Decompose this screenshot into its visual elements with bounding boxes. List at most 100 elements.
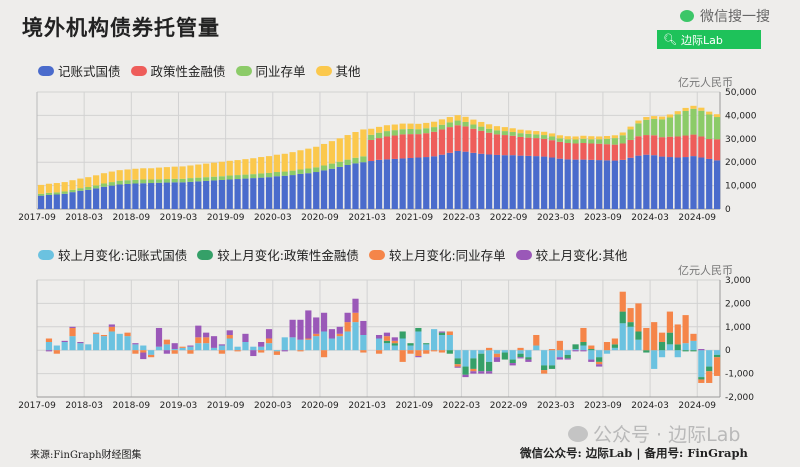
- bar-segment: [509, 363, 516, 366]
- bar-segment: [313, 146, 320, 168]
- legend-item[interactable]: 其他: [315, 61, 361, 80]
- bar-segment: [258, 173, 265, 178]
- bar-segment: [305, 338, 312, 340]
- bar-segment: [391, 130, 398, 136]
- bar-segment: [431, 121, 438, 128]
- bar-segment: [556, 158, 563, 209]
- bar-segment: [635, 136, 642, 156]
- bar-segment: [391, 158, 398, 209]
- legend-item[interactable]: 记账式国债: [38, 61, 121, 80]
- bar-segment: [375, 138, 383, 160]
- bar-segment: [344, 135, 351, 160]
- search-icon: 🔍︎: [663, 33, 677, 46]
- x-tick-label: 2020-09: [301, 401, 339, 411]
- bar-segment: [85, 177, 92, 188]
- bar-segment: [226, 338, 233, 351]
- bar-segment: [493, 134, 501, 155]
- bar-segment: [533, 156, 540, 209]
- bar-segment: [541, 135, 548, 139]
- bar-segment: [163, 167, 170, 180]
- x-tick-label: 2024-09: [678, 213, 716, 223]
- bar-segment: [603, 350, 611, 354]
- legend-item[interactable]: 较上月变化:同业存单: [368, 245, 506, 264]
- bar-segment: [289, 337, 296, 351]
- bar-segment: [651, 155, 658, 209]
- bar-segment: [438, 331, 446, 333]
- bar-segment: [391, 337, 398, 341]
- bar-segment: [690, 134, 697, 157]
- bar-segment: [525, 155, 532, 209]
- bar-segment: [533, 134, 540, 139]
- bar-segment: [132, 344, 139, 351]
- bar-segment: [698, 377, 705, 380]
- bar-segment: [627, 139, 634, 158]
- bar-segment: [108, 326, 115, 332]
- x-tick-label: 2024-03: [631, 213, 669, 223]
- bar-segment: [399, 350, 406, 362]
- bar-segment: [651, 116, 658, 119]
- bar-segment: [273, 350, 280, 352]
- bar-segment: [438, 332, 446, 335]
- y-tick-label: 30,000: [725, 135, 757, 145]
- bar-segment: [281, 337, 288, 351]
- bar-segment: [713, 160, 721, 209]
- x-tick-label: 2018-09: [113, 401, 151, 411]
- bar-segment: [572, 350, 579, 352]
- bar-segment: [171, 182, 178, 209]
- bar-segment: [698, 136, 705, 158]
- bar-segment: [53, 345, 60, 351]
- bar-segment: [674, 111, 681, 115]
- bar-segment: [187, 178, 194, 182]
- bar-segment: [116, 333, 123, 351]
- bar-segment: [541, 138, 548, 157]
- bar-segment: [486, 361, 493, 372]
- bar-segment: [682, 315, 689, 344]
- bar-segment: [666, 344, 673, 351]
- bar-segment: [313, 167, 320, 173]
- bar-segment: [541, 350, 548, 366]
- bar-segment: [108, 185, 115, 209]
- bar-segment: [226, 179, 233, 209]
- bar-segment: [462, 116, 469, 122]
- legend-item[interactable]: 同业存单: [235, 61, 306, 80]
- bar-segment: [140, 352, 147, 360]
- bar-segment: [305, 339, 312, 351]
- bar-segment: [234, 175, 241, 180]
- bar-segment: [391, 343, 398, 346]
- bar-segment: [713, 117, 721, 140]
- bar-segment: [486, 128, 493, 133]
- bar-segment: [108, 324, 115, 327]
- bar-segment: [674, 136, 681, 158]
- bar-segment: [603, 135, 611, 139]
- x-tick-label: 2017-09: [18, 401, 56, 411]
- bar-segment: [305, 148, 312, 169]
- bar-segment: [454, 364, 461, 367]
- bar-segment: [611, 344, 618, 348]
- legend-swatch: [197, 249, 214, 260]
- x-tick-label: 2020-03: [254, 213, 292, 223]
- bar-segment: [588, 143, 595, 160]
- bar-segment: [627, 129, 634, 140]
- x-tick-label: 2022-09: [490, 213, 528, 223]
- bar-segment: [501, 131, 508, 136]
- bar-segment: [478, 130, 485, 154]
- legend-item[interactable]: 政策性金融债: [130, 61, 226, 80]
- bar-segment: [53, 350, 60, 354]
- bar-segment: [541, 131, 548, 136]
- bar-segment: [100, 186, 108, 209]
- legend-item[interactable]: 较上月变化:其他: [515, 245, 627, 264]
- bar-segment: [611, 135, 618, 139]
- bar-segment: [446, 350, 453, 354]
- bar-segment: [195, 343, 202, 351]
- bar-segment: [203, 163, 210, 178]
- search-button[interactable]: 🔍︎ 边际Lab: [657, 30, 761, 49]
- bar-segment: [588, 359, 595, 362]
- bar-segment: [148, 354, 155, 358]
- legend-item[interactable]: 较上月变化:记账式国债: [38, 245, 187, 264]
- bar-segment: [690, 156, 697, 209]
- x-tick-label: 2021-09: [395, 213, 433, 223]
- bar-segment: [242, 342, 249, 351]
- bar-segment: [588, 350, 595, 360]
- bar-segment: [446, 331, 453, 335]
- legend-item[interactable]: 较上月变化:政策性金融债: [197, 245, 359, 264]
